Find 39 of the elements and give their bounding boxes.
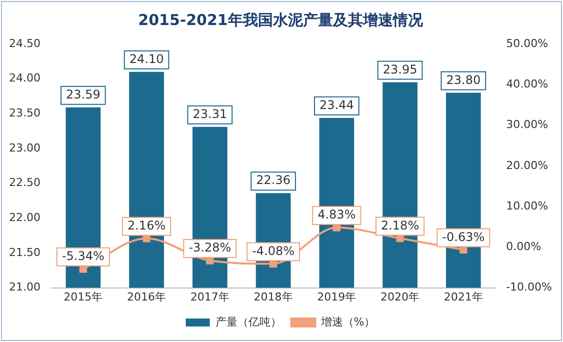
y2-tick-label: -10.00% <box>506 280 552 294</box>
y2-tick-label: 30.00% <box>506 118 548 132</box>
data-label: 2.18% <box>380 218 420 232</box>
x-tick-label: 2017年 <box>190 290 230 304</box>
legend-label: 产量（亿吨） <box>215 315 282 328</box>
data-label: -0.63% <box>442 230 485 244</box>
data-label: 23.44 <box>319 98 354 112</box>
data-label: -5.34% <box>62 248 104 263</box>
y-tick-label: 21.50 <box>8 246 40 259</box>
data-label: 23.80 <box>446 72 481 87</box>
x-tick-label: 2018年 <box>254 290 293 304</box>
data-label: 23.95 <box>382 62 418 76</box>
y-tick-label: 23.00 <box>8 141 40 154</box>
x-tick-label: 2020年 <box>380 290 420 304</box>
y-tick-label: 22.00 <box>8 211 40 224</box>
data-label: -4.08% <box>252 244 295 258</box>
chart-title: 2015-2021年我国水泥产量及其增速情况 <box>138 10 424 29</box>
y2-tick-label: 0.00% <box>506 240 542 254</box>
y-tick-label: 21.00 <box>8 280 40 294</box>
y-tick-label: 22.50 <box>8 176 40 190</box>
y-tick-label: 23.50 <box>8 106 40 120</box>
data-label: 22.36 <box>256 173 290 188</box>
y2-tick-label: 50.00% <box>506 36 548 50</box>
y2-tick-label: 10.00% <box>506 199 548 212</box>
y2-tick-label: 40.00% <box>506 77 548 90</box>
y-tick-label: 24.50 <box>8 36 40 50</box>
x-tick-label: 2016年 <box>127 290 166 304</box>
legend-label: 增速（%） <box>320 315 376 328</box>
data-label: 2.16% <box>127 218 166 233</box>
x-tick-label: 2015年 <box>64 290 103 304</box>
data-label: -3.28% <box>188 240 232 255</box>
data-label: 23.59 <box>66 88 100 102</box>
x-tick-label: 2021年 <box>444 290 483 304</box>
data-label: 24.10 <box>129 52 164 66</box>
data-label: 4.83% <box>318 208 356 222</box>
y-tick-label: 24.00 <box>8 72 40 85</box>
x-tick-label: 2019年 <box>317 290 356 304</box>
y2-tick-label: 20.00% <box>506 158 548 172</box>
data-label: 23.31 <box>192 107 228 122</box>
